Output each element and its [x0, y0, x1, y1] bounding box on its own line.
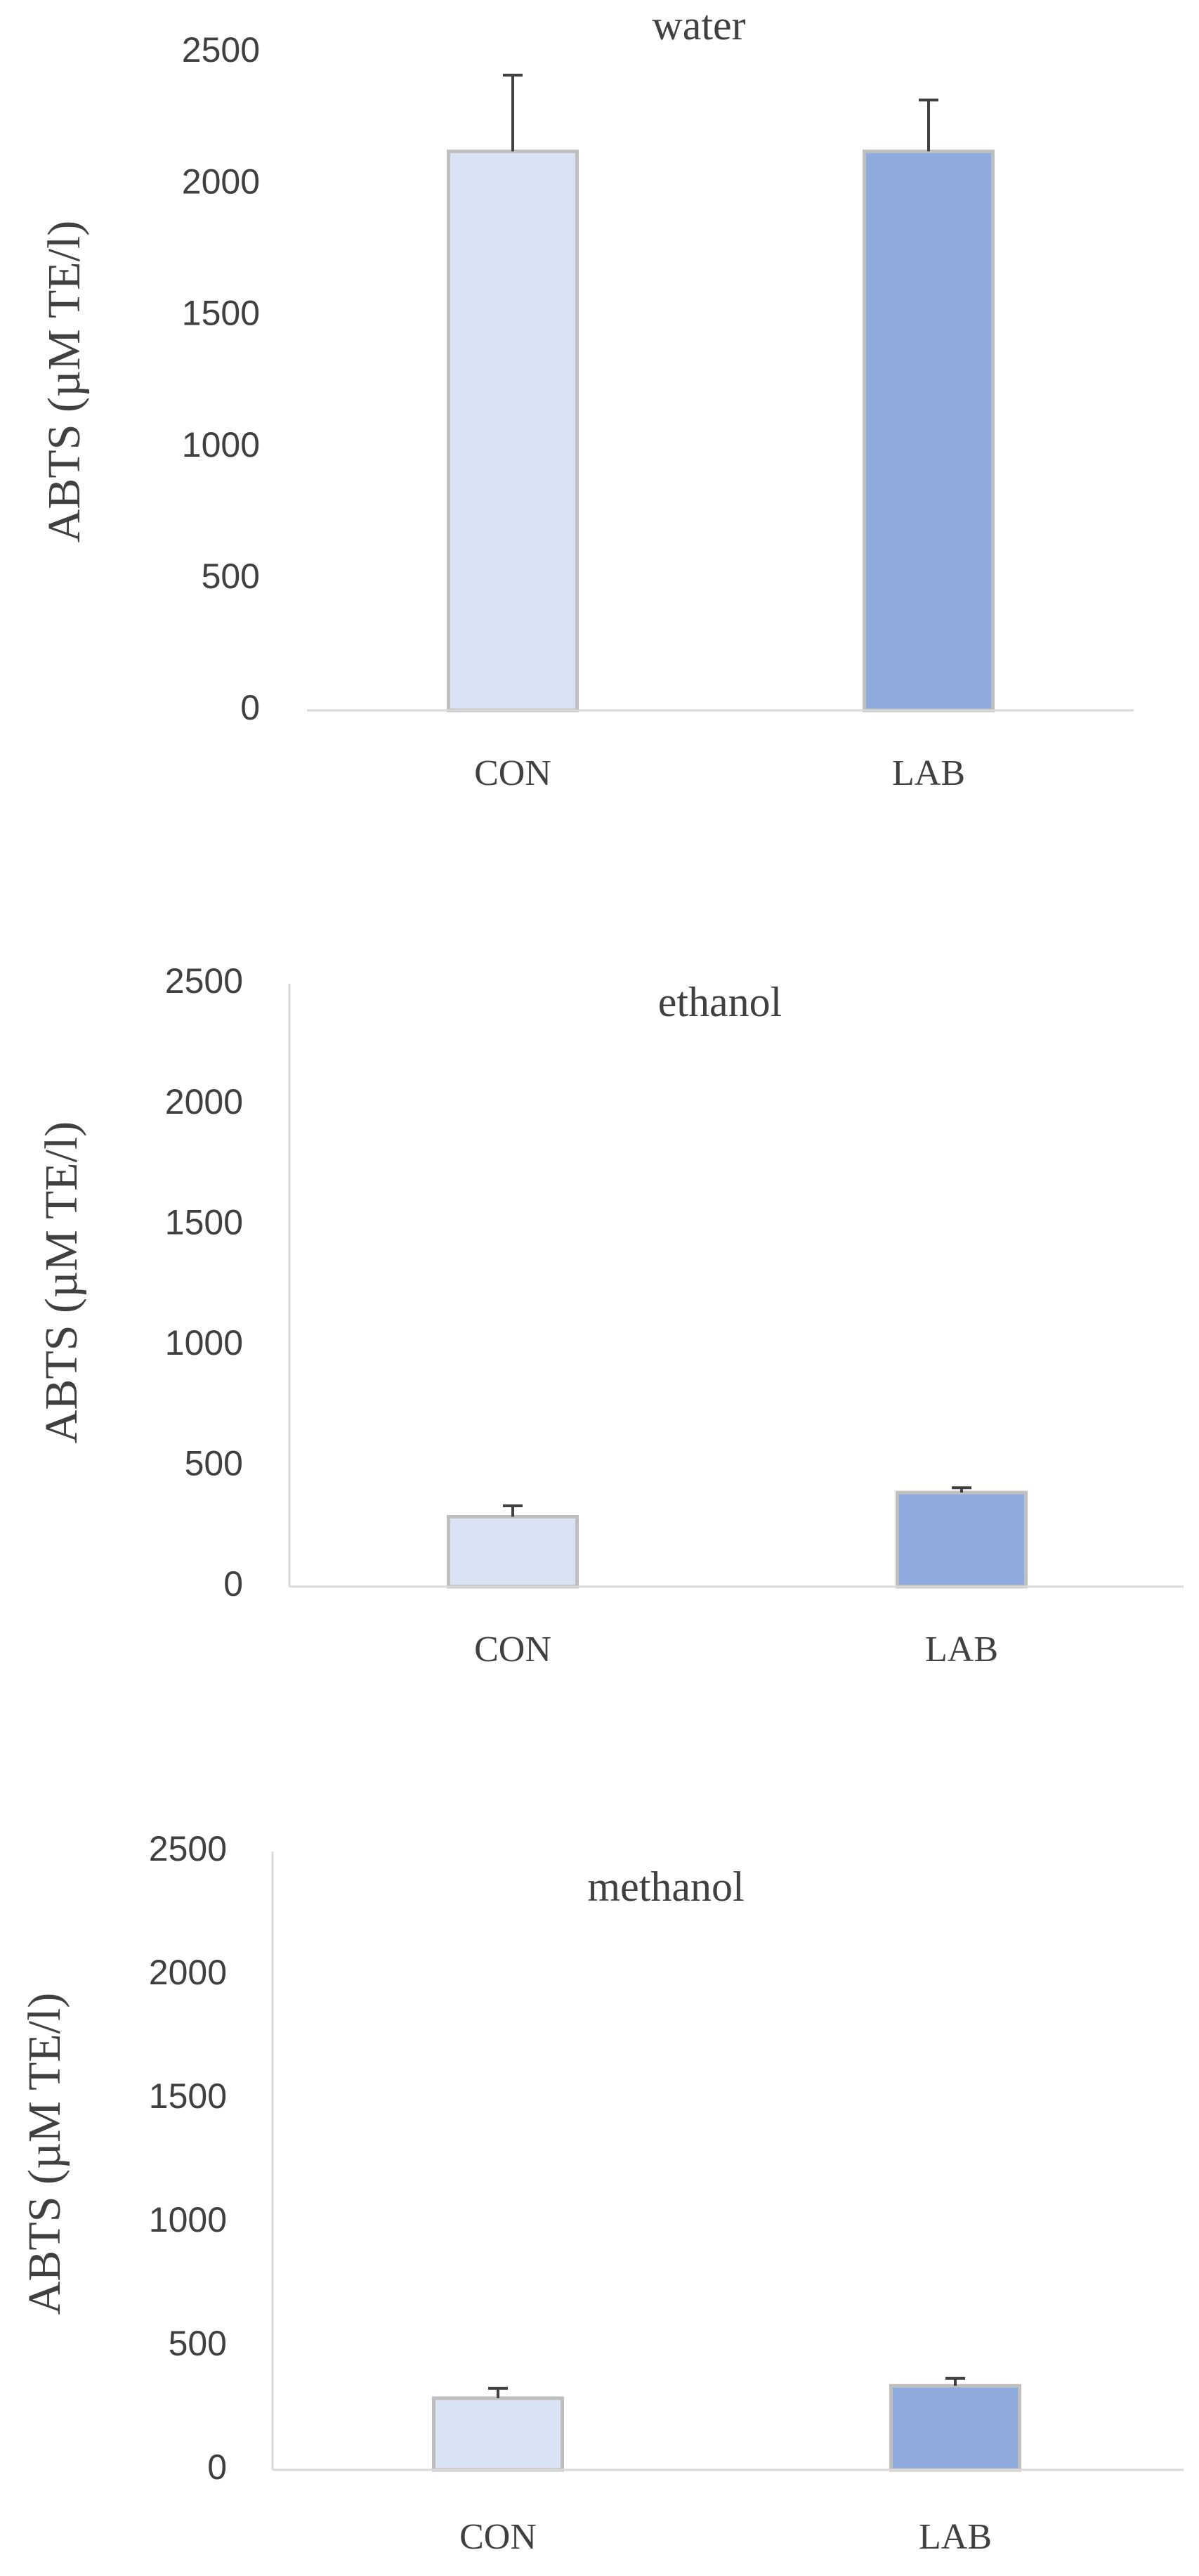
y-tick-label: 2500: [149, 1829, 227, 1868]
x-tick-label: LAB: [925, 1629, 998, 1670]
y-tick-label: 1500: [182, 294, 260, 333]
y-axis-label: ABTS (µM TE/l): [19, 1993, 70, 2315]
y-axis-label: ABTS (µM TE/l): [39, 221, 90, 543]
chart-title: methanol: [587, 1863, 744, 1910]
error-bar: [488, 2386, 508, 2398]
x-tick-label: CON: [459, 2517, 537, 2557]
y-tick-label: 1000: [149, 2200, 227, 2239]
y-tick-label: 2500: [182, 30, 260, 70]
x-tick-label: CON: [474, 753, 551, 793]
y-axis-label: ABTS (µM TE/l): [36, 1121, 87, 1444]
chart-title: ethanol: [658, 979, 782, 1025]
error-bar: [945, 2376, 965, 2386]
bar: [896, 1490, 1028, 1589]
y-tick-label: 500: [185, 1444, 243, 1483]
y-tick-label: 1500: [149, 2076, 227, 2116]
error-bar: [503, 73, 523, 152]
y-tick-label: 0: [240, 688, 260, 727]
x-tick-label: LAB: [892, 753, 965, 793]
x-tick-label: CON: [474, 1629, 551, 1670]
bar: [432, 2396, 564, 2472]
y-tick-label: 1500: [165, 1202, 243, 1242]
x-tick-label: LAB: [919, 2517, 992, 2557]
y-tick-label: 2500: [165, 961, 243, 1001]
bar: [447, 149, 579, 713]
y-tick-label: 0: [207, 2447, 227, 2487]
y-tick-label: 1000: [182, 425, 260, 464]
error-bar: [952, 1486, 971, 1493]
bar: [447, 1514, 579, 1589]
y-tick-label: 2000: [182, 162, 260, 201]
y-tick-label: 2000: [165, 1082, 243, 1121]
bar: [889, 2383, 1021, 2472]
y-tick-label: 0: [223, 1564, 243, 1604]
y-tick-label: 500: [202, 557, 260, 596]
bar: [863, 149, 995, 713]
error-bar: [503, 1504, 523, 1517]
y-tick-label: 2000: [149, 1953, 227, 1992]
y-tick-label: 500: [169, 2324, 227, 2363]
error-bar: [919, 98, 938, 152]
y-tick-label: 1000: [165, 1323, 243, 1362]
chart-title: water: [652, 2, 745, 48]
